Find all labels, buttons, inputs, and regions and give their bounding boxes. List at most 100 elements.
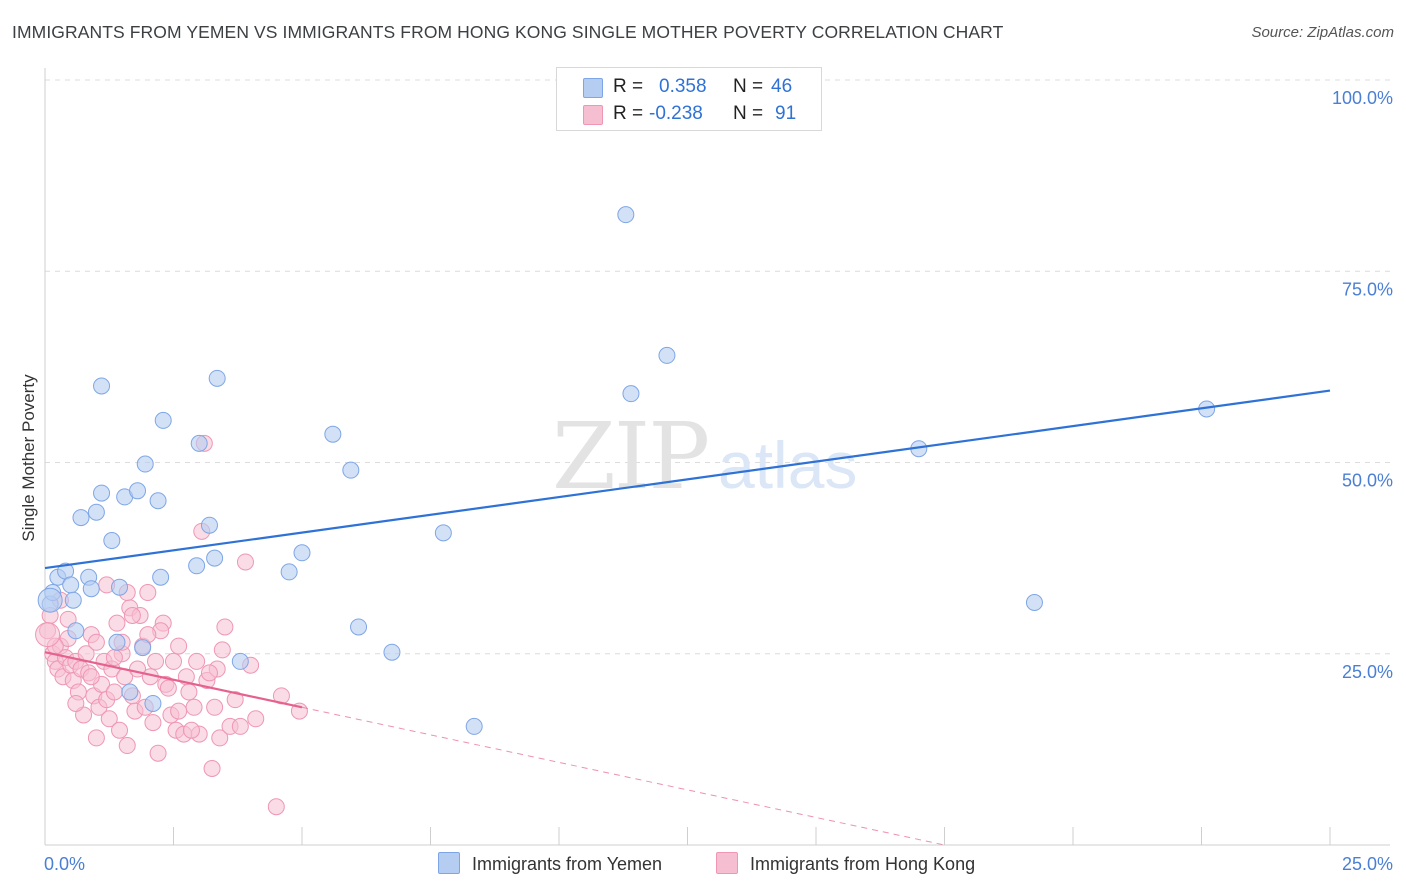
bottom-legend-swatch-hongkong: [716, 852, 738, 874]
yemen-point: [62, 576, 80, 594]
hongkong-point: [206, 698, 224, 716]
y-tick-label: 50.0%: [1342, 471, 1393, 491]
yemen-point: [188, 557, 206, 575]
yemen-point: [152, 568, 170, 586]
yemen-point: [93, 484, 111, 502]
hongkong-point: [105, 649, 123, 667]
yemen-point: [1025, 593, 1043, 611]
yemen-point: [206, 549, 224, 567]
legend-n-value: 91: [775, 103, 797, 124]
hongkong-point: [236, 553, 254, 571]
yemen-point: [350, 618, 368, 636]
yemen-point: [136, 455, 154, 473]
yemen-point: [617, 206, 635, 224]
yemen-point: [658, 346, 676, 364]
hongkong-point: [111, 721, 129, 739]
yemen-trend-line: [44, 389, 1331, 570]
yemen-point: [93, 377, 111, 395]
yemen-point: [72, 509, 90, 527]
yemen-point: [82, 580, 100, 598]
hongkong-point: [211, 729, 229, 747]
hongkong-trend-extension: [301, 706, 945, 846]
hongkong-point: [180, 683, 198, 701]
x-tick-label: 25.0%: [1342, 854, 1393, 874]
yemen-point: [37, 587, 63, 613]
yemen-point: [342, 461, 360, 479]
hongkong-point: [188, 652, 206, 670]
hongkong-point: [185, 698, 203, 716]
yemen-point: [154, 411, 172, 429]
hongkong-point: [200, 664, 218, 682]
yemen-point: [121, 683, 139, 701]
hongkong-point: [118, 737, 136, 755]
hongkong-point: [67, 694, 85, 712]
legend-r-label: R =: [613, 76, 644, 97]
legend-swatch-hongkong: [583, 105, 603, 125]
hongkong-point: [231, 717, 249, 735]
yemen-point: [208, 369, 226, 387]
tick-labels: 25.0% 50.0% 75.0% 100.0% 0.0% 25.0%: [44, 88, 1393, 874]
axes: [44, 68, 1390, 846]
yemen-point: [103, 532, 121, 550]
hongkong-point: [87, 729, 105, 747]
y-tick-label: 100.0%: [1332, 88, 1393, 108]
yemen-point: [293, 544, 311, 562]
hongkong-point: [100, 710, 118, 728]
bottom-legend-hongkong: Immigrants from Hong Kong: [716, 852, 975, 875]
y-tick-label: 25.0%: [1342, 662, 1393, 682]
yemen-point: [324, 425, 342, 443]
hongkong-point: [87, 633, 105, 651]
yemen-points: [37, 206, 1216, 735]
yemen-point: [434, 524, 452, 542]
hongkong-point: [105, 683, 123, 701]
yemen-point: [200, 516, 218, 534]
y-tick-label: 75.0%: [1342, 279, 1393, 299]
yemen-point: [129, 482, 147, 500]
hongkong-point: [170, 637, 188, 655]
legend-r-label: R =: [613, 103, 644, 124]
yemen-point: [67, 622, 85, 640]
legend-r-value: 0.358: [659, 76, 707, 97]
yemen-point: [134, 639, 152, 657]
hongkong-point: [139, 584, 157, 602]
x-tick-label: 0.0%: [44, 854, 85, 874]
legend: R = 0.358 N = 46 R = -0.238 N = 91: [556, 67, 822, 131]
bottom-legend-label-yemen: Immigrants from Yemen: [472, 854, 663, 874]
bottom-legend-swatch-yemen: [438, 852, 460, 874]
hongkong-trend-line: [44, 651, 303, 709]
hongkong-point: [108, 614, 126, 632]
yemen-point: [149, 492, 167, 510]
yemen-point: [64, 591, 82, 609]
hongkong-point: [267, 798, 285, 816]
yemen-point: [231, 652, 249, 670]
legend-n-value: 46: [771, 76, 793, 97]
hongkong-point: [147, 652, 165, 670]
yemen-point: [622, 385, 640, 403]
hongkong-point: [149, 744, 167, 762]
legend-n-label: N =: [733, 76, 764, 97]
hongkong-point: [182, 721, 200, 739]
legend-swatch-yemen: [583, 78, 603, 98]
y-axis-label: Single Mother Poverty: [19, 374, 38, 542]
grid-lines: [45, 79, 1390, 655]
hongkong-point: [216, 618, 234, 636]
yemen-point: [465, 717, 483, 735]
yemen-point: [144, 694, 162, 712]
legend-n-label: N =: [733, 103, 764, 124]
hongkong-point: [165, 652, 182, 670]
source-label: Source: ZipAtlas.com: [1251, 24, 1394, 41]
hongkong-point: [144, 714, 162, 732]
hongkong-point: [170, 702, 188, 720]
hongkong-point: [213, 641, 231, 659]
chart-title: IMMIGRANTS FROM YEMEN VS IMMIGRANTS FROM…: [12, 22, 1004, 42]
legend-r-value: -0.238: [649, 103, 703, 124]
yemen-point: [190, 434, 208, 452]
hongkong-point: [35, 622, 61, 648]
hongkong-point: [82, 668, 100, 686]
watermark-zip: ZIP: [552, 403, 708, 510]
hongkong-point: [226, 691, 244, 709]
yemen-point: [87, 503, 105, 521]
hongkong-point: [247, 710, 265, 728]
bottom-legend-yemen: Immigrants from Yemen: [438, 852, 662, 875]
